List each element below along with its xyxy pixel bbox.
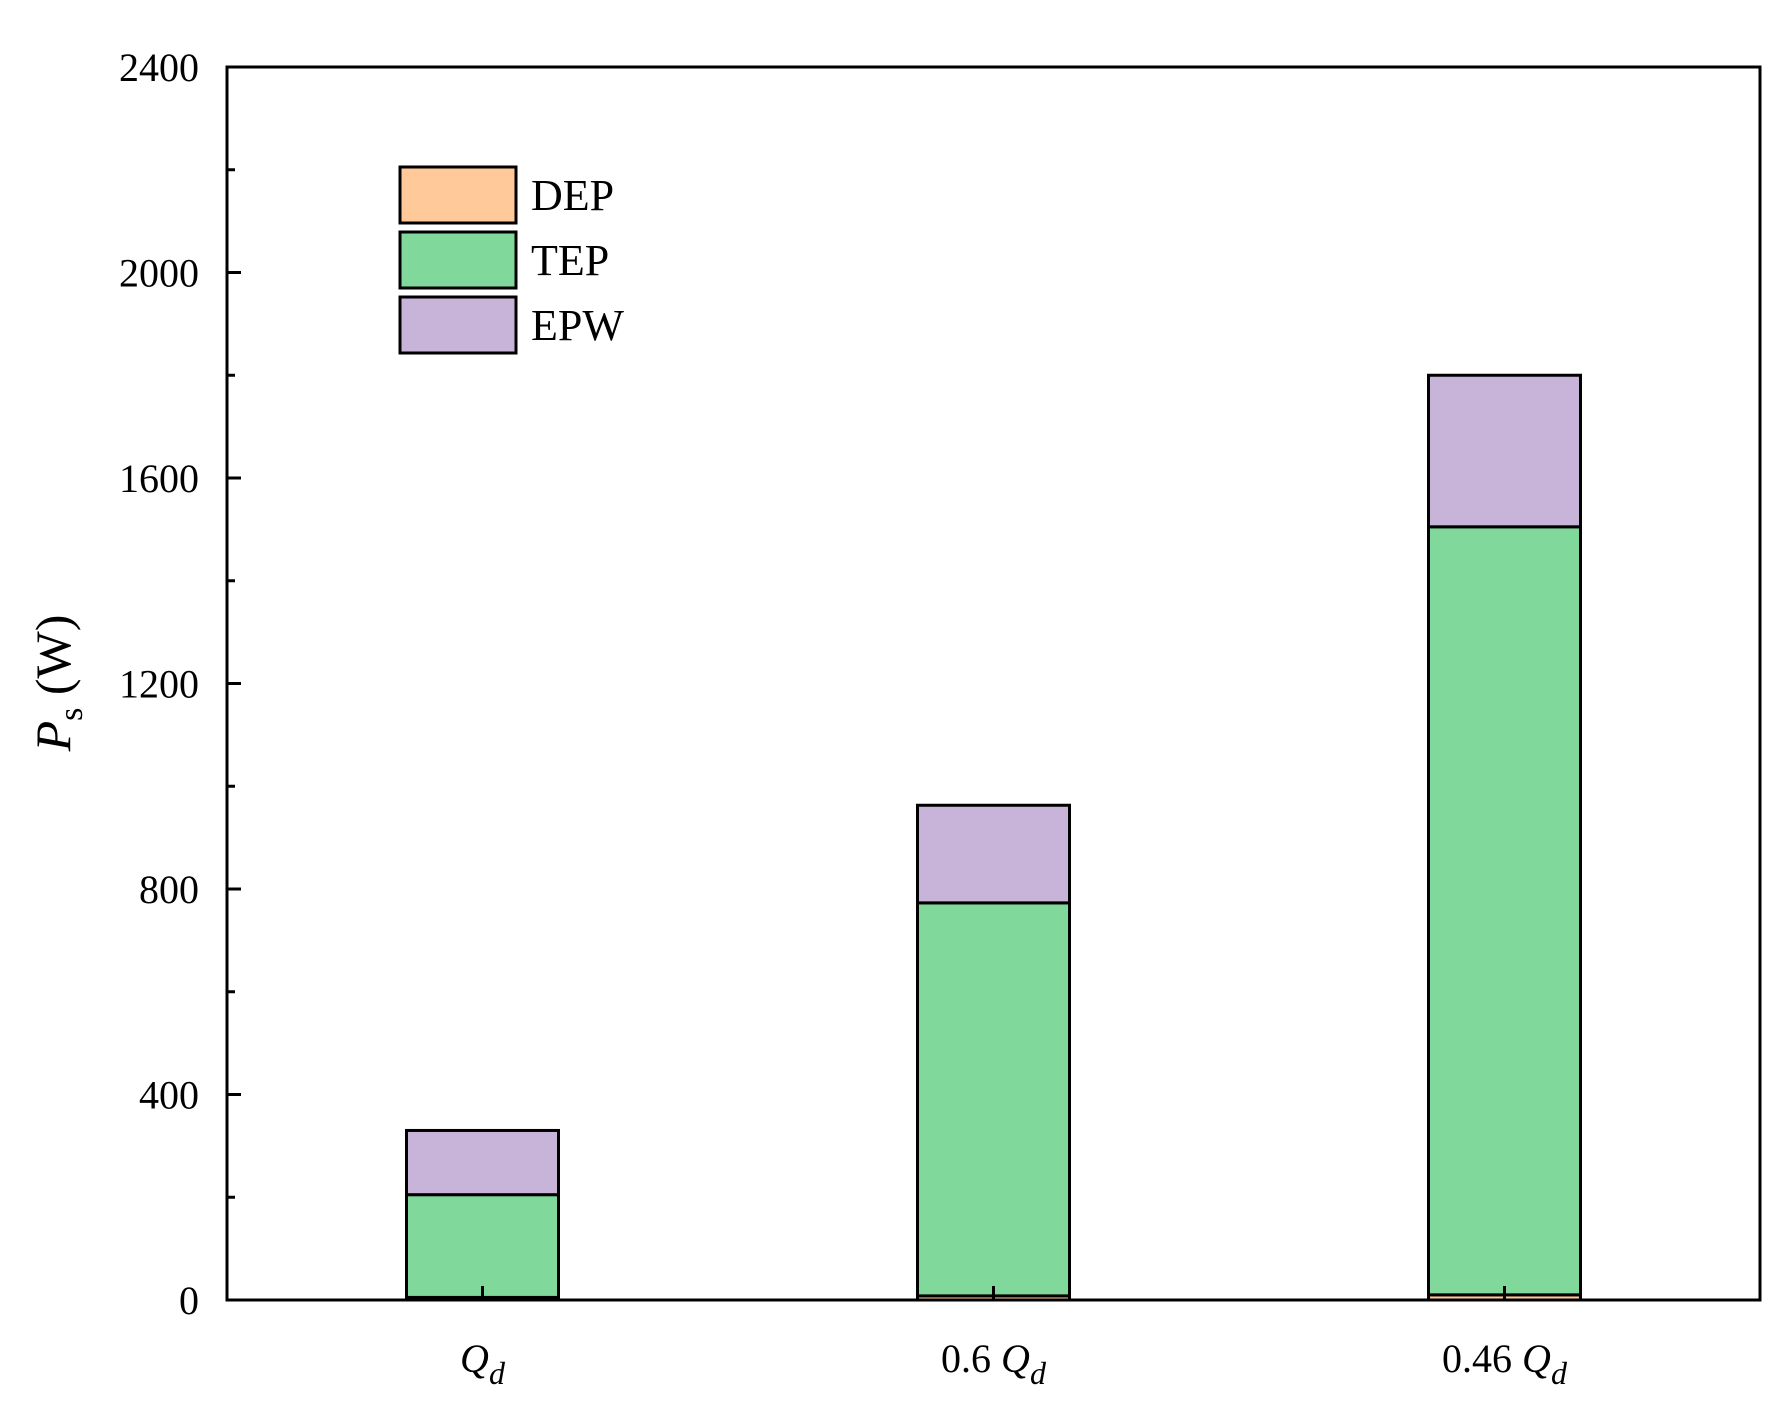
bar-segment-tep <box>916 901 1071 1298</box>
x-tick-label-symbol: Q <box>460 1336 489 1381</box>
y-axis-title-symbol: P <box>25 721 81 753</box>
x-tick-label: 0.46 Qd <box>1442 1336 1568 1391</box>
legend-label-epw: EPW <box>531 301 624 350</box>
legend-swatch-epw <box>398 295 518 355</box>
bars-layer <box>405 373 1582 1302</box>
x-axis: Qd 0.6 Qd 0.46 Qd <box>460 1286 1568 1391</box>
y-axis-title-unit: (W) <box>25 615 81 708</box>
legend: DEP TEP EPW <box>398 165 624 355</box>
y-tick-label: 2400 <box>119 45 199 90</box>
y-tick-label: 800 <box>139 867 199 912</box>
x-tick-label-number: 0.46 <box>1442 1336 1522 1381</box>
x-tick-label-number: 0.6 <box>941 1336 1001 1381</box>
legend-swatch-tep <box>398 230 518 290</box>
y-tick-label: 0 <box>179 1278 199 1323</box>
y-axis-title-subscript: s <box>53 708 90 721</box>
legend-swatch-dep <box>398 165 518 225</box>
bar-segment-epw <box>405 1128 560 1197</box>
y-tick-label: 1600 <box>119 456 199 501</box>
x-tick-label: 0.6 Qd <box>941 1336 1047 1391</box>
bar-segment-tep <box>1427 525 1582 1297</box>
bar-segment-tep <box>405 1193 560 1299</box>
x-tick-label-symbol: Q <box>1522 1336 1551 1381</box>
y-axis-title: Ps (W) <box>25 615 90 753</box>
legend-label-dep: DEP <box>531 171 614 220</box>
x-tick-label: Qd <box>460 1336 506 1391</box>
bar-segment-epw <box>1427 373 1582 529</box>
bar-segment-epw <box>916 803 1071 905</box>
y-axis: 0 400 800 1200 1600 2000 2400 <box>119 45 241 1323</box>
x-tick-label-subscript: d <box>1551 1355 1568 1391</box>
y-tick-label: 2000 <box>119 251 199 296</box>
legend-label-tep: TEP <box>531 236 609 285</box>
x-tick-label-subscript: d <box>1030 1355 1047 1391</box>
y-tick-label: 400 <box>139 1073 199 1118</box>
y-tick-label: 1200 <box>119 662 199 707</box>
x-tick-label-subscript: d <box>489 1355 506 1391</box>
x-tick-label-symbol: Q <box>1001 1336 1030 1381</box>
